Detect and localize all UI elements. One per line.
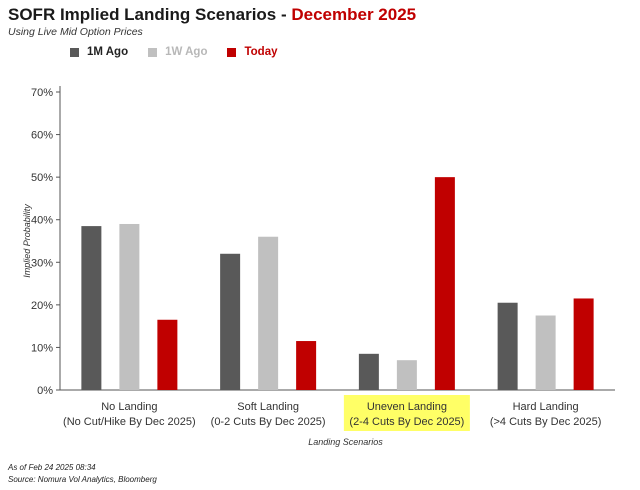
legend-item-today: Today (227, 46, 278, 58)
bar-1w-ago-1 (258, 236, 279, 390)
bar-today-1 (296, 341, 317, 390)
y-tick-label: 70% (31, 87, 53, 99)
legend-item-1w-ago: 1W Ago (148, 46, 207, 58)
bar-1m-ago-0 (81, 226, 102, 390)
bar-1w-ago-3 (535, 315, 556, 390)
y-tick-label: 10% (31, 342, 53, 354)
bar-today-2 (434, 177, 455, 390)
y-tick-label: 40% (31, 215, 53, 227)
x-category-label: Soft Landing (237, 401, 299, 413)
legend-item-1m-ago: 1M Ago (70, 46, 128, 58)
x-category-label: Uneven Landing (367, 401, 447, 413)
bar-today-0 (157, 319, 178, 390)
bar-1m-ago-2 (358, 353, 379, 390)
y-tick-label: 30% (31, 257, 53, 269)
legend-swatch-1w-ago (148, 47, 158, 57)
y-tick-label: 50% (31, 172, 53, 184)
bar-1m-ago-3 (497, 302, 518, 390)
legend-label-today: Today (244, 46, 278, 58)
y-axis-label: Implied Probability (22, 204, 32, 278)
bar-1w-ago-2 (396, 360, 417, 390)
y-tick-label: 60% (31, 130, 53, 142)
bar-1m-ago-1 (220, 253, 241, 390)
bar-today-3 (573, 298, 594, 390)
legend-swatch-1m-ago (70, 47, 79, 57)
bar-1w-ago-0 (119, 223, 140, 390)
y-tick-label: 0% (37, 385, 53, 397)
x-axis-label: Landing Scenarios (308, 437, 383, 447)
category-highlight-box (343, 395, 470, 431)
x-category-label: (2-4 Cuts By Dec 2025) (349, 416, 464, 428)
footer-date: As of Feb 24 2025 08:34 (8, 463, 96, 472)
x-category-label: (>4 Cuts By Dec 2025) (490, 416, 602, 428)
chart-title-main: SOFR Implied Landing Scenarios - (8, 5, 292, 24)
legend-swatch-today (227, 47, 237, 57)
chart-legend: 1M Ago 1W Ago Today (70, 46, 278, 58)
y-tick-label: 20% (31, 300, 53, 312)
footer-source: Source: Nomura Vol Analytics, Bloomberg (8, 475, 157, 484)
chart-title: SOFR Implied Landing Scenarios - Decembe… (8, 5, 416, 25)
legend-label-1w-ago: 1W Ago (165, 46, 208, 58)
x-category-label: Hard Landing (513, 401, 579, 413)
x-category-label: No Landing (101, 401, 157, 413)
x-category-label: (No Cut/Hike By Dec 2025) (63, 416, 196, 428)
chart-subtitle: Using Live Mid Option Prices (8, 26, 143, 38)
x-category-label: (0-2 Cuts By Dec 2025) (211, 416, 326, 428)
chart-title-highlight: December 2025 (291, 5, 417, 24)
legend-label-1m-ago: 1M Ago (87, 46, 129, 58)
